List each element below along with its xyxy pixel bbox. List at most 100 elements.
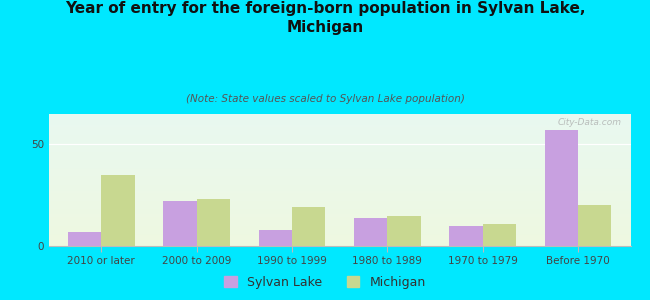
Bar <box>49 115 630 116</box>
Bar <box>49 195 630 196</box>
Bar <box>49 168 630 169</box>
Bar <box>49 214 630 215</box>
Bar <box>49 157 630 158</box>
Bar <box>49 240 630 241</box>
Bar <box>49 145 630 146</box>
Bar <box>49 126 630 127</box>
Bar <box>49 180 630 181</box>
Bar <box>49 239 630 240</box>
Bar <box>49 166 630 167</box>
Bar <box>49 138 630 139</box>
Bar <box>49 170 630 171</box>
Bar <box>49 233 630 234</box>
Bar <box>387 215 421 246</box>
Bar <box>49 221 630 222</box>
Bar <box>49 220 630 221</box>
Bar <box>49 151 630 152</box>
Bar <box>49 185 630 186</box>
Bar <box>49 120 630 121</box>
Bar <box>49 160 630 161</box>
Bar <box>49 122 630 123</box>
Bar <box>354 218 387 246</box>
Bar <box>49 204 630 205</box>
Bar <box>49 147 630 148</box>
Bar <box>49 141 630 142</box>
Bar <box>49 223 630 224</box>
Bar <box>49 224 630 225</box>
Bar <box>49 139 630 140</box>
Bar <box>49 149 630 150</box>
Text: City-Data.com: City-Data.com <box>558 118 622 127</box>
Bar <box>545 130 578 246</box>
Bar <box>49 133 630 134</box>
Bar <box>49 148 630 149</box>
Bar <box>49 159 630 160</box>
Bar <box>49 146 630 147</box>
Bar <box>49 125 630 126</box>
Bar <box>49 167 630 168</box>
Bar <box>49 114 630 115</box>
Bar <box>49 187 630 188</box>
Bar <box>49 130 630 131</box>
Bar <box>49 203 630 204</box>
Bar <box>163 201 196 246</box>
Bar <box>49 215 630 216</box>
Bar <box>49 181 630 182</box>
Bar <box>49 230 630 231</box>
Bar <box>49 201 630 202</box>
Bar <box>259 230 292 246</box>
Bar <box>49 226 630 227</box>
Bar <box>49 163 630 164</box>
Bar <box>49 191 630 192</box>
Bar <box>49 150 630 151</box>
Bar <box>49 236 630 237</box>
Bar <box>49 218 630 219</box>
Bar <box>49 227 630 228</box>
Bar <box>49 199 630 200</box>
Bar <box>49 210 630 211</box>
Bar <box>49 161 630 162</box>
Bar <box>49 193 630 194</box>
Bar <box>49 177 630 178</box>
Bar <box>68 232 101 246</box>
Bar <box>49 119 630 120</box>
Bar <box>49 182 630 183</box>
Bar <box>49 213 630 214</box>
Bar <box>49 165 630 166</box>
Bar <box>49 225 630 226</box>
Bar <box>49 132 630 133</box>
Bar <box>49 222 630 223</box>
Bar <box>49 164 630 165</box>
Bar <box>49 188 630 189</box>
Bar <box>49 189 630 190</box>
Bar <box>49 198 630 199</box>
Bar <box>49 173 630 174</box>
Bar <box>49 144 630 145</box>
Bar <box>49 143 630 144</box>
Bar <box>49 136 630 137</box>
Bar <box>49 209 630 210</box>
Bar <box>49 241 630 242</box>
Bar <box>49 135 630 136</box>
Bar <box>49 174 630 175</box>
Bar <box>49 242 630 243</box>
Bar <box>49 158 630 159</box>
Bar <box>49 155 630 156</box>
Bar <box>49 121 630 122</box>
Bar <box>49 229 630 230</box>
Bar <box>49 243 630 244</box>
Bar <box>49 228 630 229</box>
Bar <box>449 226 483 246</box>
Bar <box>49 190 630 191</box>
Bar <box>49 212 630 213</box>
Bar <box>49 176 630 177</box>
Bar <box>49 129 630 130</box>
Bar <box>49 186 630 187</box>
Bar <box>483 224 516 246</box>
Bar <box>196 199 230 246</box>
Bar <box>49 162 630 163</box>
Bar <box>49 192 630 193</box>
Bar <box>49 232 630 233</box>
Bar <box>101 175 135 246</box>
Bar <box>49 179 630 180</box>
